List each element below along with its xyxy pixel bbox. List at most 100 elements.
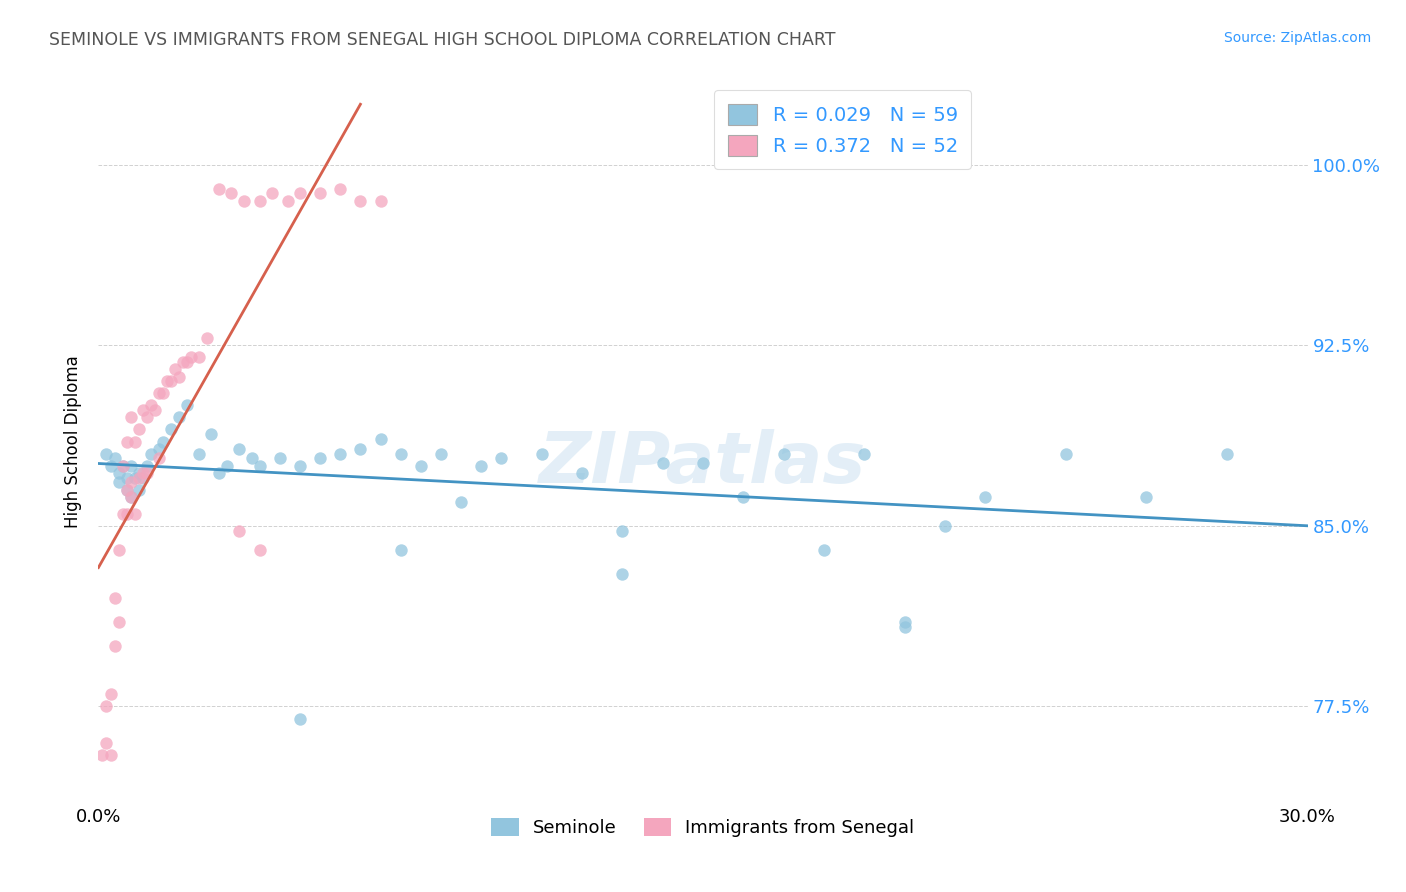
Point [132,470,155,484]
Point [450,494,472,508]
Text: SEMINOLE VS IMMIGRANTS FROM SENEGAL HIGH SCHOOL DIPLOMA CORRELATION CHART: SEMINOLE VS IMMIGRANTS FROM SENEGAL HIGH… [49,31,835,49]
Point [329,447,352,461]
Point [103,451,125,466]
Point [733,490,755,504]
Point [188,350,211,364]
Point [530,447,553,461]
Point [208,466,231,480]
Point [124,470,146,484]
Point [329,181,352,195]
Point [132,403,155,417]
Point [120,490,142,504]
Point [934,519,956,533]
Point [115,470,138,484]
Point [1135,490,1157,504]
Point [772,447,794,461]
Point [309,451,332,466]
Point [893,615,915,629]
Point [160,422,183,436]
Point [208,181,231,195]
Point [100,747,122,762]
Point [571,466,593,480]
Point [172,355,194,369]
Point [232,194,254,208]
Point [143,403,166,417]
Point [115,434,138,449]
Point [221,186,243,201]
Point [176,355,198,369]
Point [200,427,222,442]
Point [612,524,634,538]
Point [107,615,129,629]
Text: Source: ZipAtlas.com: Source: ZipAtlas.com [1223,31,1371,45]
Point [269,451,291,466]
Point [288,186,311,201]
Point [180,350,202,364]
Point [176,398,198,412]
Point [813,542,835,557]
Point [974,490,997,504]
Point [96,735,118,749]
Point [115,507,138,521]
Point [96,699,118,714]
Point [288,711,311,725]
Point [240,451,263,466]
Point [277,194,299,208]
Point [217,458,239,473]
Point [107,466,129,480]
Point [124,507,146,521]
Point [893,620,915,634]
Point [349,194,371,208]
Point [128,470,150,484]
Point [309,186,332,201]
Point [1216,447,1239,461]
Point [115,483,138,497]
Point [370,194,392,208]
Point [163,362,186,376]
Point [167,369,190,384]
Point [103,639,125,653]
Point [91,747,114,762]
Point [156,374,179,388]
Point [370,432,392,446]
Point [139,398,162,412]
Point [152,434,174,449]
Point [389,447,412,461]
Point [167,410,190,425]
Point [100,458,122,473]
Point [692,456,714,470]
Point [470,458,492,473]
Point [430,447,453,461]
Point [1054,447,1077,461]
Point [409,458,432,473]
Point [111,458,134,473]
Point [349,442,371,456]
Point [260,186,283,201]
Point [160,374,183,388]
Point [107,542,129,557]
Point [120,458,142,473]
Y-axis label: High School Diploma: High School Diploma [65,355,83,528]
Point [651,456,673,470]
Point [135,410,157,425]
Point [128,422,150,436]
Point [135,466,157,480]
Point [115,483,138,497]
Point [148,386,170,401]
Point [228,442,250,456]
Point [111,507,134,521]
Point [148,451,170,466]
Point [491,451,513,466]
Point [107,475,129,490]
Point [128,483,150,497]
Point [195,331,218,345]
Legend: Seminole, Immigrants from Senegal: Seminole, Immigrants from Senegal [484,811,922,845]
Point [228,524,250,538]
Point [249,194,271,208]
Point [120,410,142,425]
Point [124,434,146,449]
Point [148,442,170,456]
Point [389,542,412,557]
Point [100,687,122,701]
Point [96,447,118,461]
